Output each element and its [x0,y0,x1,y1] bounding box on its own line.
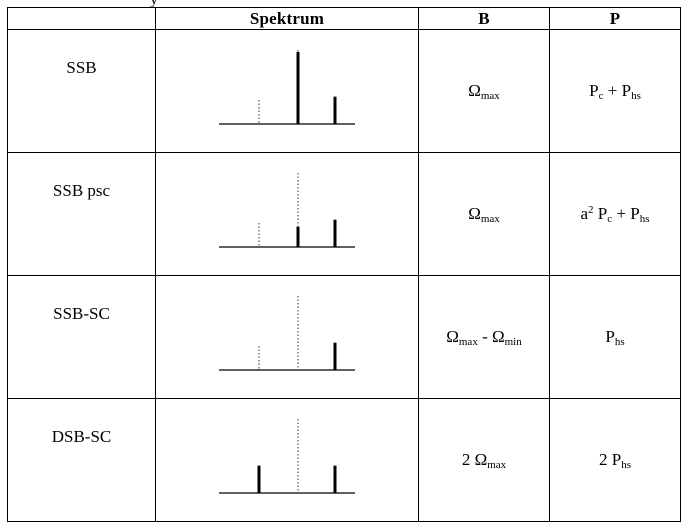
spectrum-plot [219,296,355,371]
header-spectrum: Spektrum [155,7,419,30]
table-row: DSB-SC 2 Ωmax 2 Phs [7,398,681,522]
bandwidth-formula: Ωmax [418,29,550,153]
bandwidth-formula: 2 Ωmax [418,398,550,522]
table-row: SSB Ωmax Pc + Phs [7,29,681,153]
modulation-name: SSB-SC [7,275,156,399]
header-power: P [549,7,681,30]
modulation-name: SSB psc [7,152,156,276]
spectrum-plot [219,419,355,494]
bandwidth-formula: Ωmax [418,152,550,276]
modulation-name: SSB [7,29,156,153]
modulation-name: DSB-SC [7,398,156,522]
header-name [7,7,156,30]
header-bandwidth: B [418,7,550,30]
spectrum-plot [219,173,355,248]
modulation-comparison-table: Spektrum B P SSB Ωmax Pc + Phs SSB psc [7,7,681,522]
power-formula: 2 Phs [549,398,681,522]
table-row: SSB-SC Ωmax - Ωmin Phs [7,275,681,399]
spectrum-cell [155,275,419,399]
table-header-row: Spektrum B P [7,7,681,30]
spectrum-cell [155,152,419,276]
spectrum-plot [219,50,355,125]
power-formula: Pc + Phs [549,29,681,153]
spectrum-cell [155,398,419,522]
power-formula: a2 Pc + Phs [549,152,681,276]
spectrum-cell [155,29,419,153]
table-row: SSB psc Ωmax a2 Pc + Phs [7,152,681,276]
cut-off-text-fragment: y [150,0,158,9]
power-formula: Phs [549,275,681,399]
bandwidth-formula: Ωmax - Ωmin [418,275,550,399]
